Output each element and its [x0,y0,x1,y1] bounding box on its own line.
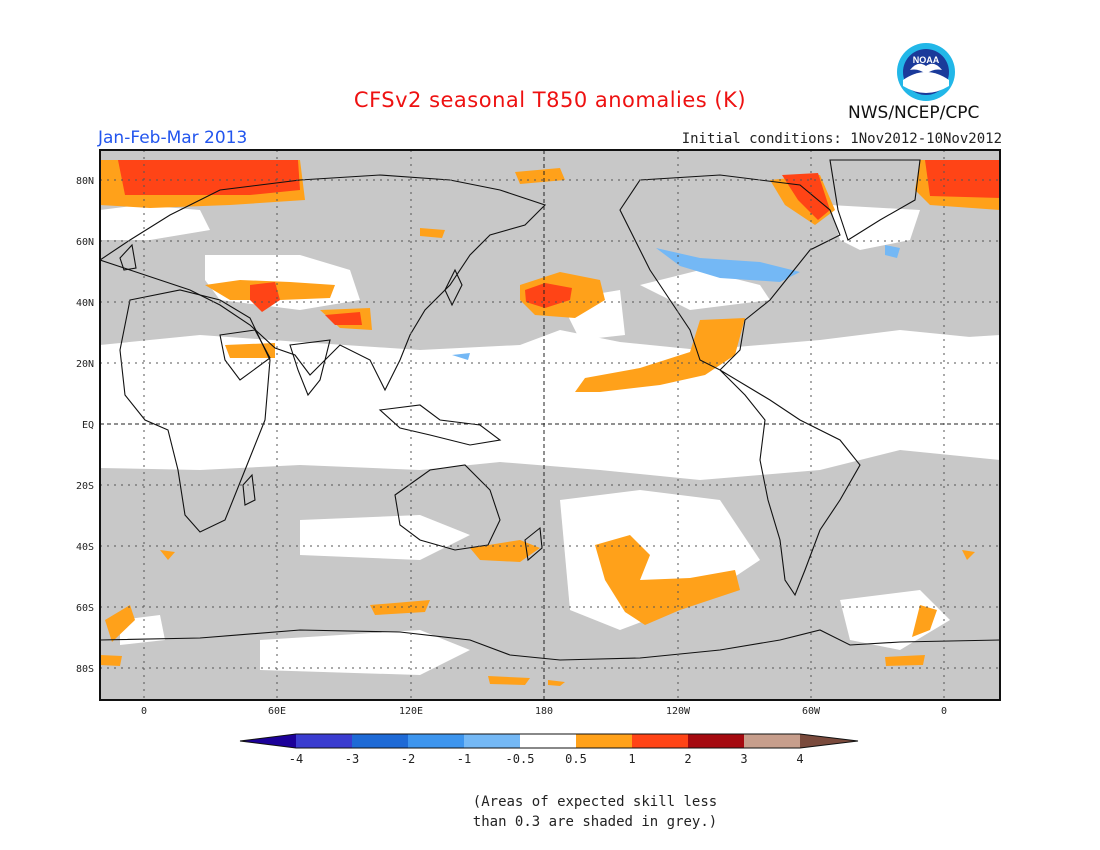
lon-label: 60E [268,706,286,717]
longitude-labels: 0 60E 120E 180 120W 60W 0 [141,706,947,717]
colorbar-label: -4 [289,752,303,766]
colorbar-arrow-low [240,734,296,748]
lon-label: 0 [141,706,147,717]
latitude-labels: 80N 60N 40N 20N EQ 20S 40S 60S 80S [76,176,94,675]
colorbar-bin [408,734,464,748]
lat-label: EQ [82,420,94,431]
lat-label: 20S [76,481,94,492]
lat-label: 60N [76,237,94,248]
world-map: 80N 60N 40N 20N EQ 20S 40S 60S 80S 0 60E… [76,149,1001,717]
map-title: CFSv2 seasonal T850 anomalies (K) [353,88,747,112]
lat-label: 40S [76,542,94,553]
lat-label: 60S [76,603,94,614]
lon-label: 0 [941,706,947,717]
lon-label: 60W [802,706,821,717]
colorbar-label: 4 [796,752,803,766]
color-bar: -4 -3 -2 -1 -0.5 0.5 1 2 3 4 [239,733,859,766]
colorbar-label: 3 [740,752,747,766]
colorbar-bin [632,734,688,748]
anomaly-blue-areas [452,245,900,360]
map-frame [99,149,1001,701]
lat-label: 80N [76,176,94,187]
colorbar-label: -3 [345,752,359,766]
colorbar-bin [352,734,408,748]
colorbar-label: -1 [457,752,471,766]
colorbar-bin [520,734,576,748]
lon-label: 120W [666,706,691,717]
skill-footnote: (Areas of expected skill less than 0.3 a… [0,792,1100,832]
colorbar-label: -2 [401,752,415,766]
footnote-line: (Areas of expected skill less [472,794,718,810]
equator-dateline [100,150,1000,700]
initial-conditions-label: Initial conditions: 1Nov2012-10Nov2012 [681,131,1002,147]
colorbar-bin [744,734,800,748]
agency-label: NWS/NCEP/CPC [848,103,980,123]
lat-label: 40N [76,298,94,309]
colorbar-bin [464,734,520,748]
anomaly-red-areas [118,160,1000,325]
coastlines [100,159,1000,661]
logo-text: NOAA [913,55,940,65]
lat-label: 20N [76,359,94,370]
colorbar-arrow-high [800,734,858,748]
colorbar-bin [688,734,744,748]
lat-label: 80S [76,664,94,675]
colorbar-label: 0.5 [565,752,587,766]
footnote-line: than 0.3 are shaded in grey.) [472,814,718,830]
colorbar-bin [576,734,632,748]
lon-label: 120E [399,706,423,717]
colorbar-label: 2 [684,752,691,766]
lon-label: 180 [535,706,553,717]
colorbar-bin [296,734,352,748]
season-label: Jan-Feb-Mar 2013 [98,128,248,148]
colorbar-label: 1 [628,752,635,766]
noaa-logo: NOAA [897,43,955,101]
colorbar-label: -0.5 [506,752,535,766]
graticule [100,150,1000,700]
